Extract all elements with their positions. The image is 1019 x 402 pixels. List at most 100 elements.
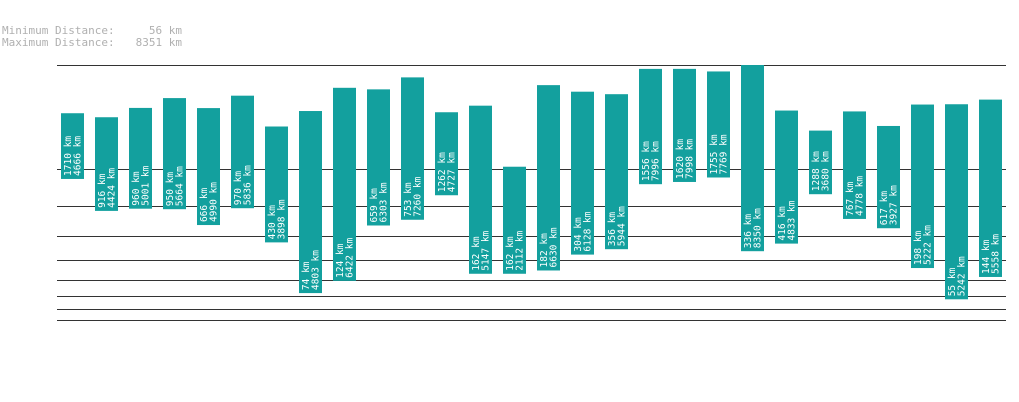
range-bar <box>333 87 356 281</box>
max-value: 8351 km <box>136 36 183 49</box>
max-label: 4778 km <box>855 176 866 216</box>
min-label: 960 km <box>131 171 142 206</box>
range-bar <box>605 94 628 250</box>
range-bar <box>299 111 322 294</box>
min-label: 767 km <box>845 181 856 216</box>
range-bar <box>707 71 730 178</box>
max-label: 5558 km <box>991 234 1002 274</box>
min-label: 1556 km <box>641 141 652 181</box>
range-bar <box>129 107 152 209</box>
max-label: 6422 km <box>345 238 356 278</box>
range-bar <box>197 108 220 226</box>
min-label: Minimum Distance: <box>2 24 115 37</box>
min-label: 416 km <box>777 206 788 241</box>
range-bar <box>401 77 424 220</box>
max-label: 5836 km <box>243 165 254 205</box>
min-label: 182 km <box>539 233 550 268</box>
max-label: 4990 km <box>209 182 220 222</box>
max-label: 5222 km <box>923 225 934 265</box>
min-label: 124 km <box>335 243 346 278</box>
max-label: 7996 km <box>651 141 662 181</box>
max-label: 4424 km <box>107 168 118 208</box>
min-label: 144 km <box>981 239 992 274</box>
min-label: 1288 km <box>811 151 822 191</box>
min-label: 617 km <box>879 191 890 226</box>
min-label: 336 km <box>743 214 754 249</box>
max-label: 5147 km <box>481 230 492 270</box>
range-bar <box>469 105 492 274</box>
min-label: 666 km <box>199 187 210 222</box>
min-label: 356 km <box>607 212 618 247</box>
range-bar <box>265 126 288 243</box>
range-bar <box>95 117 118 211</box>
max-label: 6128 km <box>583 211 594 251</box>
min-label: 162 km <box>505 236 516 271</box>
range-bar <box>537 85 560 271</box>
max-label: 3680 km <box>821 151 832 191</box>
max-label: 4833 km <box>787 200 798 240</box>
min-label: 1620 km <box>675 139 686 179</box>
range-bar <box>741 65 764 252</box>
max-label: 4666 km <box>73 136 84 176</box>
max-label: 3927 km <box>889 185 900 225</box>
max-label: 8350 km <box>753 208 764 248</box>
range-bar <box>163 98 186 210</box>
max-label: 7769 km <box>719 134 730 174</box>
range-bar <box>231 95 254 209</box>
min-label: 74 km <box>301 261 312 290</box>
min-label: 162 km <box>471 236 482 271</box>
max-label: 5664 km <box>175 166 186 206</box>
min-label: 430 km <box>267 205 278 240</box>
min-label: 1755 km <box>709 134 720 174</box>
range-bar <box>979 99 1002 277</box>
min-label: 55 km <box>947 267 958 296</box>
range-bar <box>571 91 594 255</box>
range-bar <box>843 111 866 219</box>
max-label: 3898 km <box>277 199 288 239</box>
range-bar <box>945 104 968 300</box>
max-label: 2112 km <box>515 230 526 270</box>
range-bar <box>809 130 832 195</box>
min-label: 659 km <box>369 188 380 223</box>
min-value: 56 km <box>149 24 182 37</box>
max-label: 7260 km <box>413 176 424 216</box>
min-label: 1262 km <box>437 152 448 192</box>
range-bar <box>877 125 900 229</box>
range-bar <box>61 113 84 179</box>
max-label: 4803 km <box>311 250 322 290</box>
range-bar <box>367 89 390 226</box>
max-label: 6630 km <box>549 227 560 267</box>
range-bar <box>639 68 662 185</box>
max-label: 6303 km <box>379 182 390 222</box>
range-bar <box>911 104 934 269</box>
min-label: 970 km <box>233 171 244 206</box>
min-label: 753 km <box>403 182 414 217</box>
max-label: 4727 km <box>447 152 458 192</box>
max-label: Maximum Distance: <box>2 36 115 49</box>
